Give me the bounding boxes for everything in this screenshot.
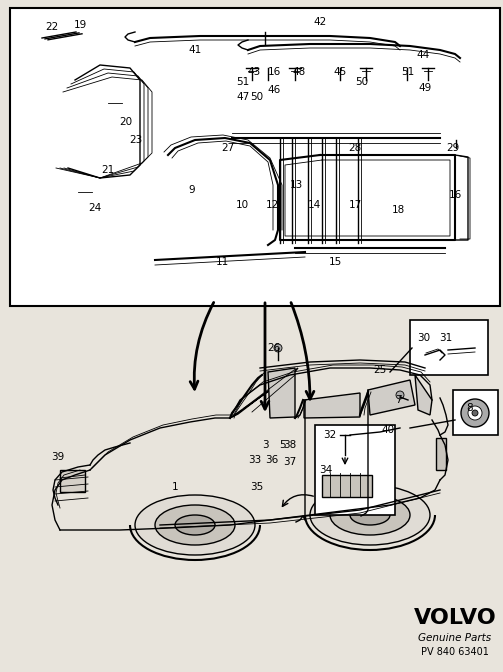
Bar — [453, 390, 498, 435]
Text: 10: 10 — [235, 200, 248, 210]
Circle shape — [264, 63, 273, 73]
Text: 24: 24 — [89, 203, 102, 213]
Text: 51: 51 — [401, 67, 414, 77]
Circle shape — [274, 344, 282, 352]
Text: 40: 40 — [381, 425, 394, 435]
Text: 19: 19 — [73, 20, 87, 30]
Text: 35: 35 — [250, 482, 264, 492]
Text: 42: 42 — [313, 17, 326, 27]
Text: 23: 23 — [129, 135, 143, 145]
Text: VOLVO: VOLVO — [413, 608, 496, 628]
Text: 5: 5 — [280, 440, 286, 450]
Circle shape — [336, 63, 345, 73]
Polygon shape — [268, 368, 295, 418]
Text: 38: 38 — [283, 440, 297, 450]
Ellipse shape — [175, 515, 215, 535]
Text: 13: 13 — [289, 180, 303, 190]
Text: 30: 30 — [417, 333, 431, 343]
Text: 11: 11 — [215, 257, 229, 267]
Text: 17: 17 — [349, 200, 362, 210]
Ellipse shape — [350, 505, 390, 525]
Bar — [410, 320, 488, 375]
Circle shape — [110, 100, 120, 110]
Text: 41: 41 — [189, 45, 202, 55]
Text: Genuine Parts: Genuine Parts — [418, 633, 491, 643]
Circle shape — [396, 391, 404, 399]
Text: 20: 20 — [119, 117, 133, 127]
Text: 34: 34 — [319, 465, 332, 475]
Text: 9: 9 — [189, 185, 195, 195]
Text: 48: 48 — [292, 67, 306, 77]
Text: 1: 1 — [172, 482, 178, 492]
Text: 16: 16 — [268, 67, 281, 77]
Polygon shape — [368, 380, 415, 415]
Bar — [322, 475, 372, 497]
Text: 32: 32 — [323, 430, 337, 440]
Bar — [315, 425, 395, 515]
Text: 15: 15 — [328, 257, 342, 267]
Circle shape — [402, 63, 411, 73]
Text: 33: 33 — [248, 455, 262, 465]
Bar — [436, 438, 446, 470]
Text: 14: 14 — [307, 200, 320, 210]
Text: 29: 29 — [446, 143, 460, 153]
Text: 26: 26 — [268, 343, 281, 353]
Text: 31: 31 — [440, 333, 453, 343]
Text: 37: 37 — [283, 457, 297, 467]
Circle shape — [468, 406, 482, 420]
Text: 43: 43 — [247, 67, 261, 77]
Text: 50: 50 — [250, 92, 264, 102]
Text: 47: 47 — [236, 92, 249, 102]
Text: 49: 49 — [418, 83, 432, 93]
Text: 12: 12 — [266, 200, 279, 210]
Text: 28: 28 — [349, 143, 362, 153]
Text: 25: 25 — [373, 365, 387, 375]
Circle shape — [394, 34, 406, 46]
Bar — [60, 470, 85, 492]
Text: 16: 16 — [448, 190, 462, 200]
Polygon shape — [415, 375, 432, 415]
Text: 50: 50 — [356, 77, 369, 87]
Circle shape — [78, 184, 86, 192]
Text: 46: 46 — [268, 85, 281, 95]
Text: 8: 8 — [467, 403, 473, 413]
Text: 39: 39 — [51, 452, 64, 462]
Text: 21: 21 — [102, 165, 115, 175]
Circle shape — [261, 28, 269, 36]
Circle shape — [453, 136, 460, 144]
Circle shape — [453, 47, 463, 57]
Text: 36: 36 — [266, 455, 279, 465]
Text: 3: 3 — [262, 440, 268, 450]
Ellipse shape — [135, 495, 255, 555]
Ellipse shape — [155, 505, 235, 545]
Ellipse shape — [310, 485, 430, 545]
Text: 45: 45 — [333, 67, 347, 77]
Text: 51: 51 — [236, 77, 249, 87]
Circle shape — [461, 399, 489, 427]
Bar — [10, 8, 500, 306]
Text: 22: 22 — [45, 22, 59, 32]
Text: 18: 18 — [391, 205, 404, 215]
Ellipse shape — [330, 495, 410, 535]
Circle shape — [472, 410, 478, 416]
Text: 27: 27 — [221, 143, 234, 153]
Text: 44: 44 — [416, 50, 430, 60]
Text: PV 840 63401: PV 840 63401 — [421, 647, 489, 657]
Polygon shape — [304, 393, 360, 418]
Polygon shape — [230, 368, 298, 418]
Text: 7: 7 — [395, 395, 401, 405]
